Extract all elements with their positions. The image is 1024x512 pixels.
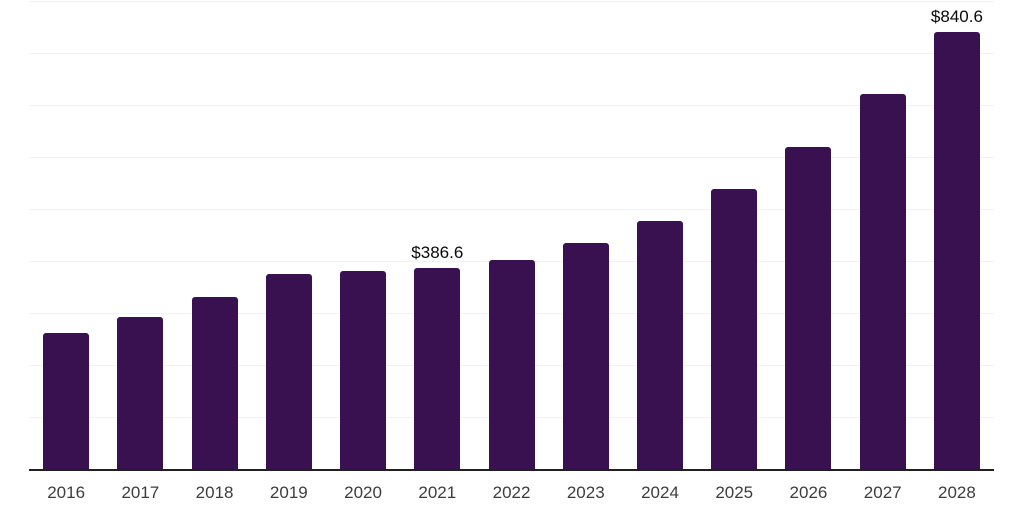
bar-2016 <box>43 333 90 469</box>
bar-value-label-2021: $386.6 <box>411 242 464 262</box>
bar-2023 <box>562 243 609 469</box>
x-tick-2018: 2018 <box>195 483 234 502</box>
x-tick-2023: 2023 <box>566 483 605 502</box>
bar-group-2027 <box>846 1 920 469</box>
bar-group-2025 <box>697 1 771 469</box>
gridline <box>29 53 994 55</box>
bar-group-2018 <box>177 1 251 469</box>
x-tick-2026: 2026 <box>789 483 828 502</box>
x-tick-2027: 2027 <box>863 483 902 502</box>
x-tick-2021: 2021 <box>418 483 457 502</box>
gridline <box>29 105 994 106</box>
bar-2025 <box>711 188 758 469</box>
x-tick-2025: 2025 <box>715 483 754 502</box>
x-tick-2028: 2028 <box>938 483 976 502</box>
x-axis-labels: 2016 2017 2018 2019 2020 2021 2022 2023 2024 2025… <box>29 483 994 503</box>
bar-group-2019 <box>252 1 326 469</box>
bar-value-label-2028: $840.6 <box>930 6 983 26</box>
bar-group-2020 <box>326 1 400 469</box>
bar-2028 <box>933 31 980 469</box>
gridline <box>29 209 994 210</box>
plot-area: $386.6 $840.6 <box>29 1 994 471</box>
bar-2018 <box>191 296 238 469</box>
bar-series: $386.6 $840.6 <box>29 1 994 469</box>
bar-2021 <box>414 267 461 469</box>
x-tick-2024: 2024 <box>641 483 679 502</box>
x-tick-2019: 2019 <box>269 483 308 502</box>
bar-2017 <box>117 317 164 469</box>
bar-group-2021: $386.6 <box>400 1 474 469</box>
bar-group-2026 <box>771 1 845 469</box>
bar-2019 <box>265 274 312 469</box>
bar-2022 <box>488 259 535 469</box>
bar-2026 <box>785 147 832 469</box>
bar-group-2017 <box>103 1 177 469</box>
bar-2024 <box>636 220 683 469</box>
bar-2020 <box>340 271 387 469</box>
bar-group-2023 <box>549 1 623 469</box>
bar-group-2024 <box>623 1 697 469</box>
x-axis-line <box>29 469 994 471</box>
bar-group-2022 <box>474 1 548 469</box>
bar-group-2028: $840.6 <box>920 1 994 469</box>
x-tick-2020: 2020 <box>344 483 382 502</box>
x-tick-2017: 2017 <box>121 483 160 502</box>
bar-group-2016 <box>29 1 103 469</box>
x-tick-2016: 2016 <box>47 483 86 502</box>
gridline <box>29 1 994 2</box>
bar-2027 <box>859 94 906 469</box>
gridline <box>29 157 994 159</box>
x-tick-2022: 2022 <box>492 483 531 502</box>
